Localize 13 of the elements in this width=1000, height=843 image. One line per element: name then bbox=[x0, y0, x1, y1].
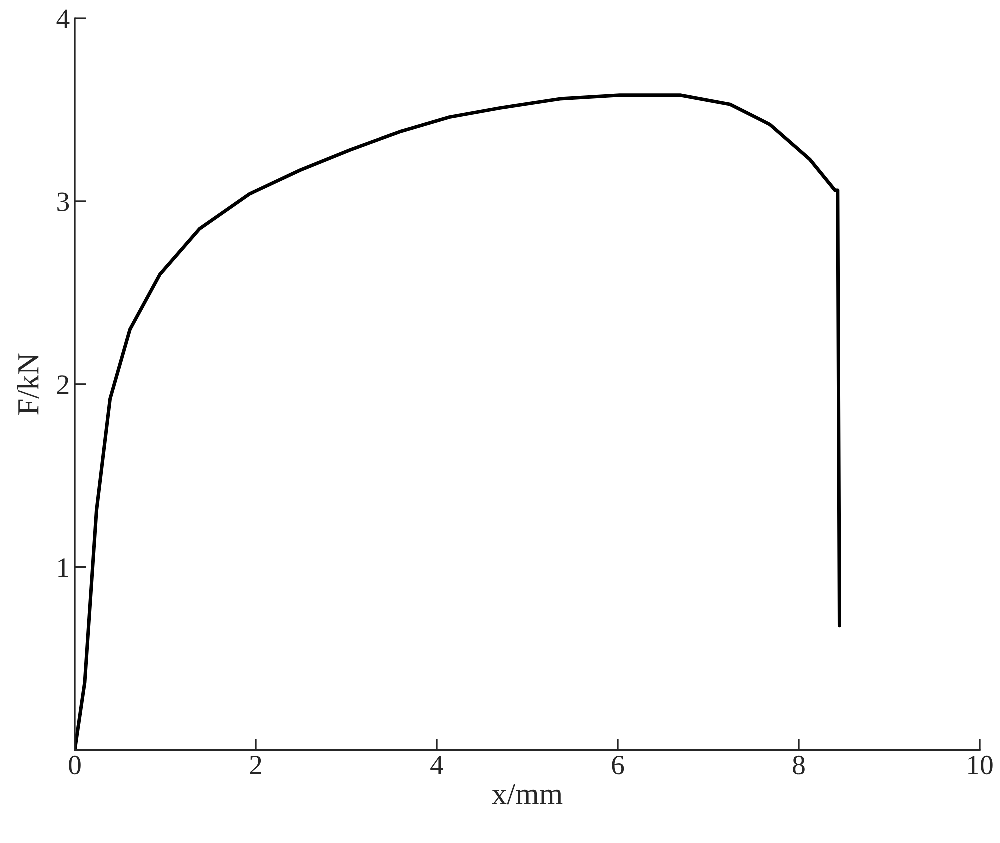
y-tick-label: 2 bbox=[57, 376, 69, 394]
y-tick-label: 4 bbox=[56, 10, 70, 28]
y-tick-label: 1 bbox=[58, 558, 68, 577]
x-tick-label: 0 bbox=[69, 756, 81, 775]
y-tick-label: 3 bbox=[58, 192, 70, 212]
x-tick-label: 2 bbox=[250, 756, 262, 774]
y-axis-title: F/kN bbox=[17, 354, 39, 415]
line-series bbox=[75, 94, 842, 750]
x-axis-title: x/mm bbox=[492, 784, 563, 805]
x-tick-label: 8 bbox=[793, 756, 805, 775]
x-tick-label: 4 bbox=[430, 756, 444, 774]
x-tick-label: 10 bbox=[968, 756, 993, 775]
x-tick-label: 6 bbox=[612, 756, 624, 775]
